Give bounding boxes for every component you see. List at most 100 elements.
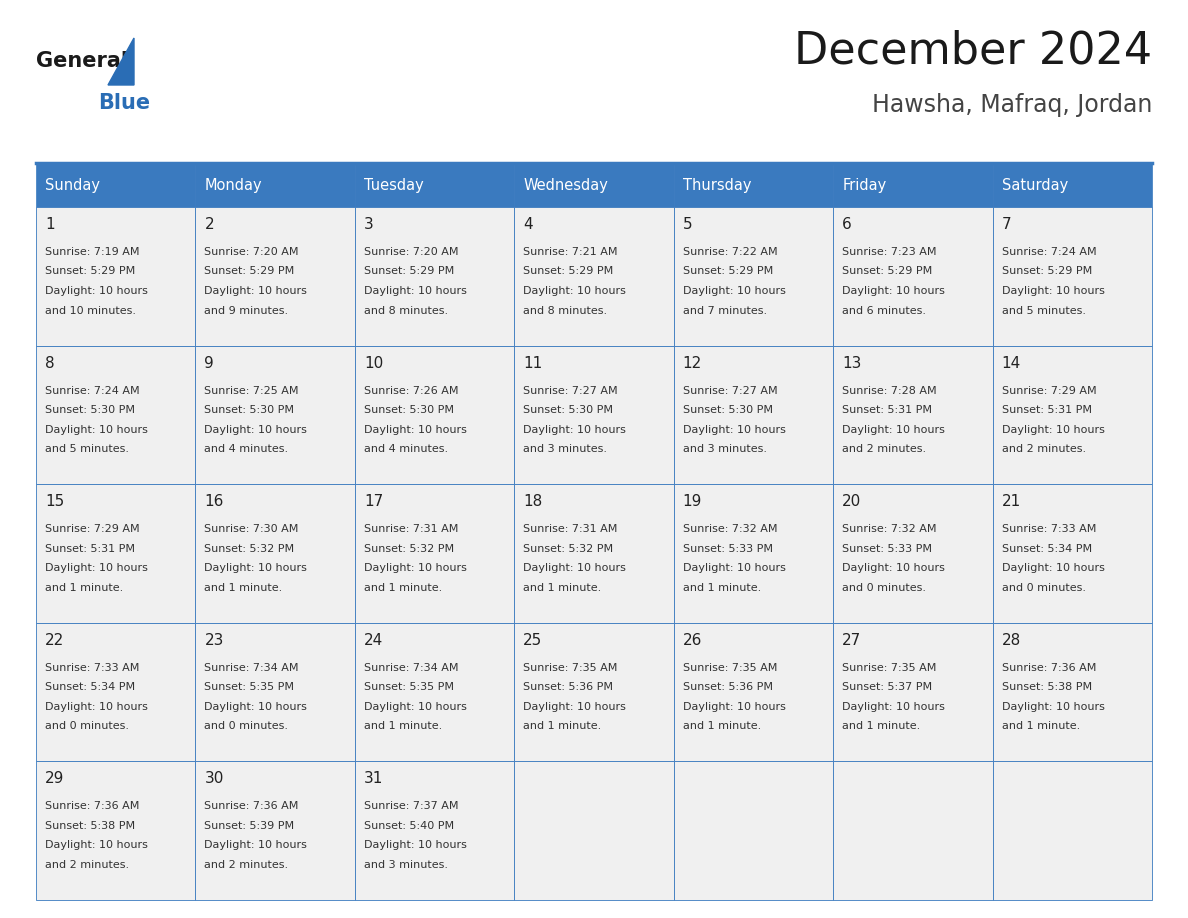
Text: Daylight: 10 hours: Daylight: 10 hours: [523, 701, 626, 711]
Text: Sunset: 5:29 PM: Sunset: 5:29 PM: [1001, 266, 1092, 276]
Text: Sunset: 5:38 PM: Sunset: 5:38 PM: [45, 821, 135, 831]
Text: Wednesday: Wednesday: [523, 177, 608, 193]
Text: Daylight: 10 hours: Daylight: 10 hours: [364, 840, 467, 850]
Text: Sunset: 5:30 PM: Sunset: 5:30 PM: [364, 405, 454, 415]
Text: Sunrise: 7:30 AM: Sunrise: 7:30 AM: [204, 524, 299, 534]
Bar: [833, 163, 992, 207]
Text: Daylight: 10 hours: Daylight: 10 hours: [842, 425, 944, 434]
Text: Sunset: 5:29 PM: Sunset: 5:29 PM: [523, 266, 613, 276]
Text: Sunrise: 7:32 AM: Sunrise: 7:32 AM: [842, 524, 936, 534]
Text: Sunrise: 7:34 AM: Sunrise: 7:34 AM: [204, 663, 299, 673]
Text: Sunset: 5:31 PM: Sunset: 5:31 PM: [1001, 405, 1092, 415]
Text: and 2 minutes.: and 2 minutes.: [204, 860, 289, 870]
Text: Sunday: Sunday: [45, 177, 100, 193]
Bar: [196, 163, 355, 207]
Bar: [833, 484, 992, 622]
Text: Sunset: 5:30 PM: Sunset: 5:30 PM: [204, 405, 295, 415]
Bar: [196, 207, 355, 345]
Text: and 3 minutes.: and 3 minutes.: [683, 444, 766, 454]
Bar: [674, 484, 833, 622]
Text: Daylight: 10 hours: Daylight: 10 hours: [45, 286, 147, 296]
Text: 16: 16: [204, 494, 223, 509]
Text: 30: 30: [204, 771, 223, 787]
Text: Daylight: 10 hours: Daylight: 10 hours: [364, 701, 467, 711]
Text: Daylight: 10 hours: Daylight: 10 hours: [364, 564, 467, 573]
Text: Sunrise: 7:19 AM: Sunrise: 7:19 AM: [45, 247, 139, 257]
Bar: [36, 163, 196, 207]
Text: and 6 minutes.: and 6 minutes.: [842, 306, 927, 316]
Text: 12: 12: [683, 355, 702, 371]
Text: Daylight: 10 hours: Daylight: 10 hours: [204, 286, 308, 296]
Text: Sunset: 5:37 PM: Sunset: 5:37 PM: [842, 682, 933, 692]
Text: December 2024: December 2024: [794, 29, 1152, 73]
Bar: [992, 207, 1152, 345]
Text: Saturday: Saturday: [1001, 177, 1068, 193]
Text: Sunrise: 7:35 AM: Sunrise: 7:35 AM: [683, 663, 777, 673]
Text: and 1 minute.: and 1 minute.: [364, 722, 442, 732]
Text: Sunrise: 7:31 AM: Sunrise: 7:31 AM: [364, 524, 459, 534]
Text: 2: 2: [204, 217, 214, 232]
Bar: [355, 484, 514, 622]
Text: 11: 11: [523, 355, 543, 371]
Text: and 1 minute.: and 1 minute.: [45, 583, 124, 593]
Text: and 2 minutes.: and 2 minutes.: [45, 860, 129, 870]
Text: Daylight: 10 hours: Daylight: 10 hours: [683, 701, 785, 711]
Text: Sunrise: 7:33 AM: Sunrise: 7:33 AM: [45, 663, 139, 673]
Text: Sunset: 5:30 PM: Sunset: 5:30 PM: [683, 405, 772, 415]
Text: and 1 minute.: and 1 minute.: [842, 722, 921, 732]
Text: Daylight: 10 hours: Daylight: 10 hours: [1001, 425, 1105, 434]
Bar: [992, 761, 1152, 900]
Text: 4: 4: [523, 217, 533, 232]
Bar: [833, 761, 992, 900]
Text: Sunrise: 7:24 AM: Sunrise: 7:24 AM: [45, 386, 140, 396]
Text: 17: 17: [364, 494, 383, 509]
Text: Friday: Friday: [842, 177, 886, 193]
Text: Daylight: 10 hours: Daylight: 10 hours: [45, 425, 147, 434]
Text: and 0 minutes.: and 0 minutes.: [45, 722, 129, 732]
Text: Sunrise: 7:27 AM: Sunrise: 7:27 AM: [523, 386, 618, 396]
Text: Sunset: 5:32 PM: Sunset: 5:32 PM: [204, 543, 295, 554]
Text: Daylight: 10 hours: Daylight: 10 hours: [364, 286, 467, 296]
Text: 26: 26: [683, 633, 702, 648]
Text: and 0 minutes.: and 0 minutes.: [1001, 583, 1086, 593]
Text: Sunset: 5:29 PM: Sunset: 5:29 PM: [683, 266, 773, 276]
Text: Daylight: 10 hours: Daylight: 10 hours: [45, 840, 147, 850]
Bar: [514, 761, 674, 900]
Text: Sunrise: 7:23 AM: Sunrise: 7:23 AM: [842, 247, 936, 257]
Text: Hawsha, Mafraq, Jordan: Hawsha, Mafraq, Jordan: [872, 93, 1152, 117]
Text: Daylight: 10 hours: Daylight: 10 hours: [45, 701, 147, 711]
Text: and 1 minute.: and 1 minute.: [364, 583, 442, 593]
Text: 13: 13: [842, 355, 861, 371]
Text: Sunrise: 7:36 AM: Sunrise: 7:36 AM: [204, 801, 299, 812]
Bar: [992, 163, 1152, 207]
Text: and 1 minute.: and 1 minute.: [1001, 722, 1080, 732]
Text: Sunset: 5:30 PM: Sunset: 5:30 PM: [523, 405, 613, 415]
Text: Daylight: 10 hours: Daylight: 10 hours: [204, 564, 308, 573]
Bar: [514, 345, 674, 484]
Bar: [514, 163, 674, 207]
Text: 27: 27: [842, 633, 861, 648]
Text: and 1 minute.: and 1 minute.: [523, 583, 601, 593]
Text: Sunset: 5:32 PM: Sunset: 5:32 PM: [523, 543, 613, 554]
Text: Daylight: 10 hours: Daylight: 10 hours: [1001, 286, 1105, 296]
Text: Sunset: 5:34 PM: Sunset: 5:34 PM: [45, 682, 135, 692]
Text: Sunset: 5:39 PM: Sunset: 5:39 PM: [204, 821, 295, 831]
Text: 9: 9: [204, 355, 214, 371]
Bar: [36, 345, 196, 484]
Text: 24: 24: [364, 633, 383, 648]
Text: 5: 5: [683, 217, 693, 232]
Text: Sunrise: 7:35 AM: Sunrise: 7:35 AM: [523, 663, 618, 673]
Text: Daylight: 10 hours: Daylight: 10 hours: [204, 840, 308, 850]
Text: and 8 minutes.: and 8 minutes.: [523, 306, 607, 316]
Text: 19: 19: [683, 494, 702, 509]
Text: 25: 25: [523, 633, 543, 648]
Bar: [674, 761, 833, 900]
Bar: [196, 484, 355, 622]
Bar: [992, 622, 1152, 761]
Bar: [514, 484, 674, 622]
Text: Sunrise: 7:33 AM: Sunrise: 7:33 AM: [1001, 524, 1097, 534]
Polygon shape: [108, 38, 134, 85]
Text: and 4 minutes.: and 4 minutes.: [204, 444, 289, 454]
Text: 23: 23: [204, 633, 223, 648]
Text: and 2 minutes.: and 2 minutes.: [842, 444, 927, 454]
